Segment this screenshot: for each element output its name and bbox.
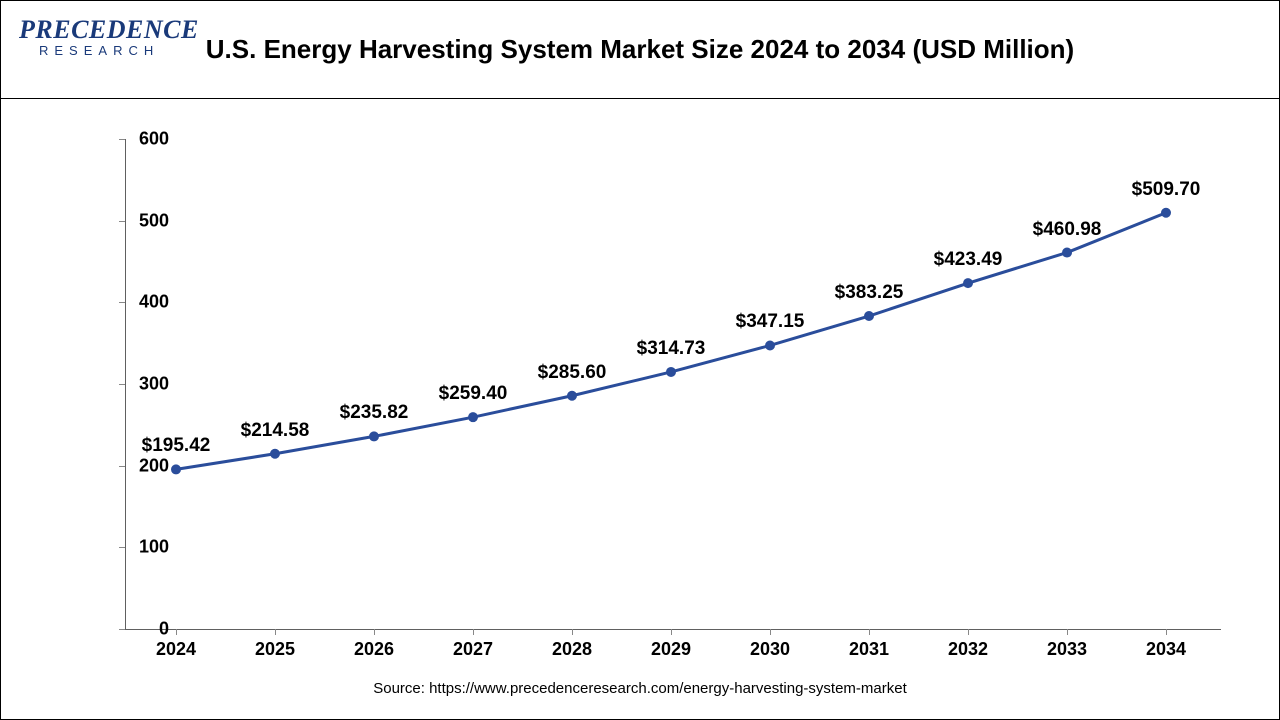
x-tick-label: 2027 [453, 639, 493, 660]
data-label: $423.49 [934, 249, 1003, 271]
data-label: $195.42 [142, 435, 211, 457]
data-marker [1161, 208, 1171, 218]
x-tick-label: 2025 [255, 639, 295, 660]
data-label: $285.60 [538, 362, 607, 384]
data-marker [468, 412, 478, 422]
data-marker [270, 449, 280, 459]
x-tick-label: 2032 [948, 639, 988, 660]
x-tick-label: 2030 [750, 639, 790, 660]
logo-sub: RESEARCH [39, 43, 199, 58]
data-marker [369, 431, 379, 441]
data-label: $383.25 [835, 282, 904, 304]
x-tick-label: 2031 [849, 639, 889, 660]
source-text: Source: https://www.precedenceresearch.c… [1, 680, 1279, 697]
x-tick-mark [770, 629, 771, 635]
x-tick-label: 2026 [354, 639, 394, 660]
header: PRECEDENCE RESEARCH U.S. Energy Harvesti… [1, 1, 1279, 99]
data-label: $347.15 [736, 311, 805, 333]
data-label: $235.82 [340, 402, 409, 424]
x-tick-mark [968, 629, 969, 635]
x-tick-label: 2028 [552, 639, 592, 660]
data-marker [1062, 248, 1072, 258]
x-tick-mark [1067, 629, 1068, 635]
logo-main: PRECEDENCE [19, 15, 199, 45]
data-marker [567, 391, 577, 401]
x-tick-mark [671, 629, 672, 635]
x-axis-line [125, 629, 1221, 630]
chart-title: U.S. Energy Harvesting System Market Siz… [206, 34, 1074, 65]
data-label: $214.58 [241, 420, 310, 442]
x-tick-mark [275, 629, 276, 635]
data-marker [765, 340, 775, 350]
data-label: $314.73 [637, 338, 706, 360]
x-tick-label: 2024 [156, 639, 196, 660]
line-plot-svg [121, 139, 1221, 629]
x-tick-mark [572, 629, 573, 635]
chart-container: PRECEDENCE RESEARCH U.S. Energy Harvesti… [0, 0, 1280, 720]
data-marker [666, 367, 676, 377]
x-tick-label: 2033 [1047, 639, 1087, 660]
data-label: $509.70 [1132, 179, 1201, 201]
x-tick-label: 2034 [1146, 639, 1186, 660]
data-marker [963, 278, 973, 288]
logo: PRECEDENCE RESEARCH [19, 15, 199, 58]
x-tick-mark [374, 629, 375, 635]
x-tick-mark [473, 629, 474, 635]
x-tick-mark [1166, 629, 1167, 635]
data-label: $460.98 [1033, 219, 1102, 241]
x-tick-mark [176, 629, 177, 635]
data-marker [864, 311, 874, 321]
data-label: $259.40 [439, 383, 508, 405]
chart-area: 0100200300400500600 20242025202620272028… [1, 99, 1279, 719]
x-tick-label: 2029 [651, 639, 691, 660]
data-marker [171, 464, 181, 474]
y-tick-mark [119, 629, 125, 630]
x-tick-mark [869, 629, 870, 635]
